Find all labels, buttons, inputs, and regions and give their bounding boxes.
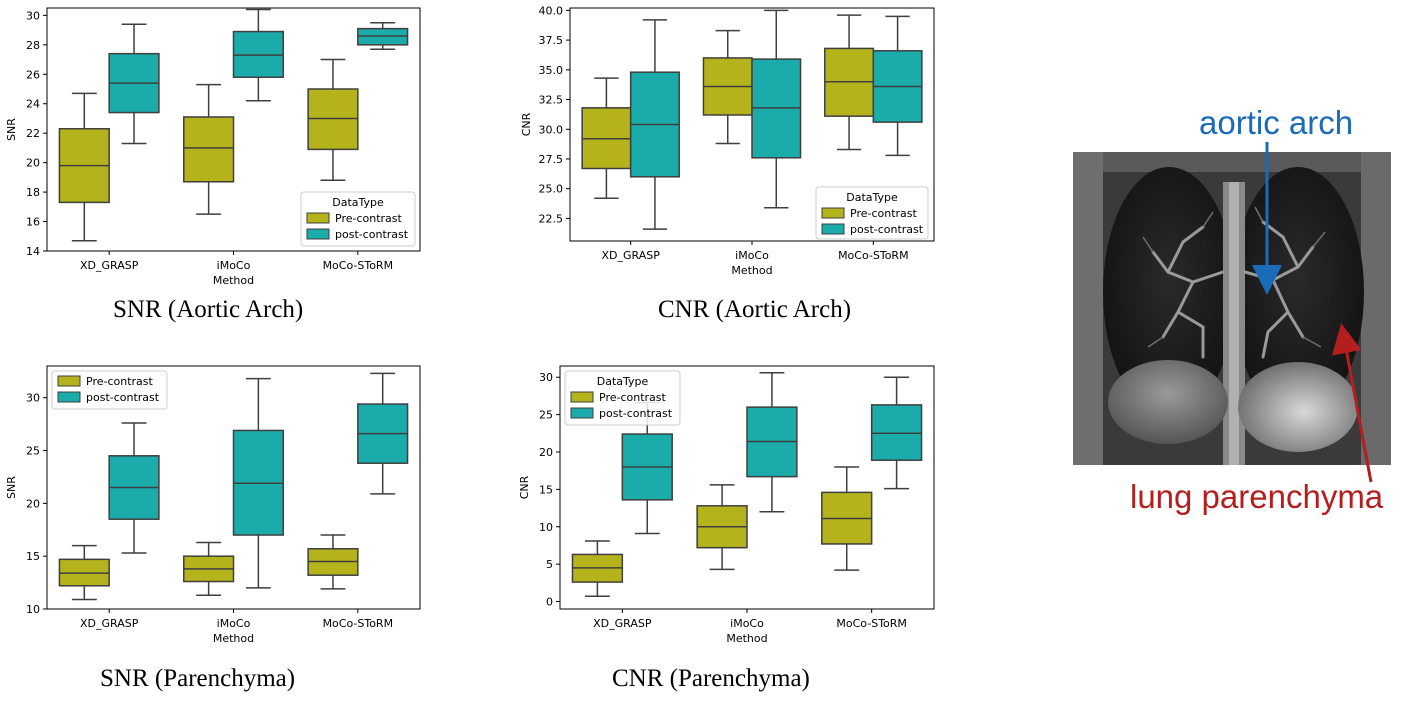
caption-cnr-parenchyma: CNR (Parenchyma) bbox=[612, 665, 810, 692]
x-tick-label: XD_GRASP bbox=[80, 617, 139, 630]
box-pre-contrast-imoco bbox=[183, 116, 235, 183]
y-axis-label: CNR bbox=[520, 112, 533, 136]
legend-swatch-pre-contrast bbox=[821, 207, 845, 219]
x-tick-label: iMoCo bbox=[217, 259, 251, 272]
legend: DataType Pre-contrast post-contrast bbox=[300, 191, 416, 247]
y-axis-label: SNR bbox=[5, 118, 18, 141]
x-tick-label: iMoCo bbox=[730, 617, 764, 630]
x-tick-label: MoCo-SToRM bbox=[323, 617, 394, 630]
legend-entry-post-contrast: post-contrast bbox=[86, 391, 160, 404]
boxplot-chart-2: 22.5 25.0 27.5 30.0 32.5 35.0 37.5 40.0 XD_GRASP… bbox=[520, 4, 935, 277]
y-tick-label: 30.0 bbox=[539, 123, 564, 136]
x-axis-label: Method bbox=[213, 274, 254, 287]
aortic-arch-label: aortic arch bbox=[1199, 104, 1354, 141]
x-tick-label: iMoCo bbox=[735, 249, 769, 262]
legend-swatch-pre-contrast bbox=[570, 391, 594, 403]
legend-swatch-post-contrast bbox=[570, 407, 594, 419]
y-tick-label: 24 bbox=[26, 98, 40, 111]
legend-entry-post-contrast: post-contrast bbox=[850, 223, 924, 236]
x-tick-label: MoCo-SToRM bbox=[838, 249, 909, 262]
legend-swatch-post-contrast bbox=[821, 223, 845, 235]
x-tick-label: MoCo-SToRM bbox=[836, 617, 907, 630]
x-tick-label: XD_GRASP bbox=[593, 617, 652, 630]
y-axis-label: CNR bbox=[518, 475, 531, 499]
y-tick-label: 14 bbox=[26, 245, 40, 258]
x-tick-label: MoCo-SToRM bbox=[323, 259, 394, 272]
y-tick-label: 30 bbox=[26, 9, 40, 22]
y-tick-label: 28 bbox=[26, 39, 40, 52]
lung-parenchyma-label: lung parenchyma bbox=[1130, 478, 1384, 515]
legend-entry-pre-contrast: Pre-contrast bbox=[599, 391, 667, 404]
legend-swatch-pre-contrast bbox=[57, 375, 81, 387]
y-tick-label: 22.5 bbox=[539, 212, 564, 225]
boxplot-chart-1: 14 16 18 20 22 24 26 28 30 XD_GRASP iMoCo MoCo-SToR… bbox=[5, 7, 421, 287]
y-tick-label: 30 bbox=[26, 392, 40, 405]
y-tick-label: 22 bbox=[26, 127, 40, 140]
legend-title: DataType bbox=[846, 191, 898, 204]
legend-entry-post-contrast: post-contrast bbox=[335, 228, 409, 241]
y-tick-label: 25 bbox=[539, 409, 553, 422]
legend-entry-pre-contrast: Pre-contrast bbox=[850, 207, 918, 220]
x-tick-label: XD_GRASP bbox=[601, 249, 660, 262]
x-tick-label: iMoCo bbox=[217, 617, 251, 630]
x-axis-label: Method bbox=[213, 632, 254, 645]
y-tick-label: 5 bbox=[546, 558, 553, 571]
y-tick-label: 10 bbox=[26, 603, 40, 616]
x-tick-label: XD_GRASP bbox=[80, 259, 139, 272]
y-tick-label: 32.5 bbox=[539, 94, 564, 107]
legend-entry-pre-contrast: Pre-contrast bbox=[335, 212, 403, 225]
y-tick-label: 0 bbox=[546, 596, 553, 609]
y-tick-label: 25 bbox=[26, 445, 40, 458]
caption-snr-parenchyma: SNR (Parenchyma) bbox=[100, 665, 296, 692]
legend: Pre-contrast post-contrast bbox=[51, 370, 168, 410]
y-tick-label: 20 bbox=[26, 497, 40, 510]
legend-swatch-post-contrast bbox=[306, 228, 330, 240]
legend-entry-pre-contrast: Pre-contrast bbox=[86, 375, 154, 388]
x-axis-label: Method bbox=[731, 264, 772, 277]
y-tick-label: 26 bbox=[26, 68, 40, 81]
y-tick-label: 35.0 bbox=[539, 64, 564, 77]
legend: DataType Pre-contrast post-contrast bbox=[815, 186, 929, 240]
y-tick-label: 40.0 bbox=[539, 4, 564, 17]
y-tick-label: 37.5 bbox=[539, 34, 564, 47]
x-axis-label: Method bbox=[726, 632, 767, 645]
boxplot-chart-4: 0 5 10 15 20 25 30 XD_GRASP iMoCo MoCo-SToRM Metho… bbox=[518, 365, 935, 645]
legend: DataType Pre-contrast post-contrast bbox=[564, 370, 681, 426]
legend-title: DataType bbox=[597, 375, 649, 388]
chest-mri-image bbox=[1073, 152, 1391, 465]
y-tick-label: 20 bbox=[26, 157, 40, 170]
boxplot-chart-3: 10 15 20 25 30 XD_GRASP iMoCo MoCo-SToRM Method S… bbox=[5, 365, 421, 645]
y-tick-label: 25.0 bbox=[539, 183, 564, 196]
legend-frame bbox=[51, 370, 168, 410]
y-tick-label: 15 bbox=[539, 483, 553, 496]
legend-title: DataType bbox=[332, 196, 384, 209]
caption-cnr-aortic-arch: CNR (Aortic Arch) bbox=[658, 296, 852, 323]
mri-scan-drawing bbox=[1073, 152, 1391, 465]
legend-swatch-post-contrast bbox=[57, 391, 81, 403]
y-tick-label: 10 bbox=[539, 521, 553, 534]
caption-snr-aortic-arch: SNR (Aortic Arch) bbox=[113, 296, 304, 323]
y-tick-label: 27.5 bbox=[539, 153, 564, 166]
y-tick-label: 20 bbox=[539, 446, 553, 459]
y-tick-label: 15 bbox=[26, 550, 40, 563]
y-tick-label: 18 bbox=[26, 186, 40, 199]
y-tick-label: 16 bbox=[26, 216, 40, 229]
y-axis-label: SNR bbox=[5, 476, 18, 499]
y-tick-label: 30 bbox=[539, 371, 553, 384]
legend-entry-post-contrast: post-contrast bbox=[599, 407, 673, 420]
legend-swatch-pre-contrast bbox=[306, 212, 330, 224]
legend-frame bbox=[564, 370, 681, 426]
